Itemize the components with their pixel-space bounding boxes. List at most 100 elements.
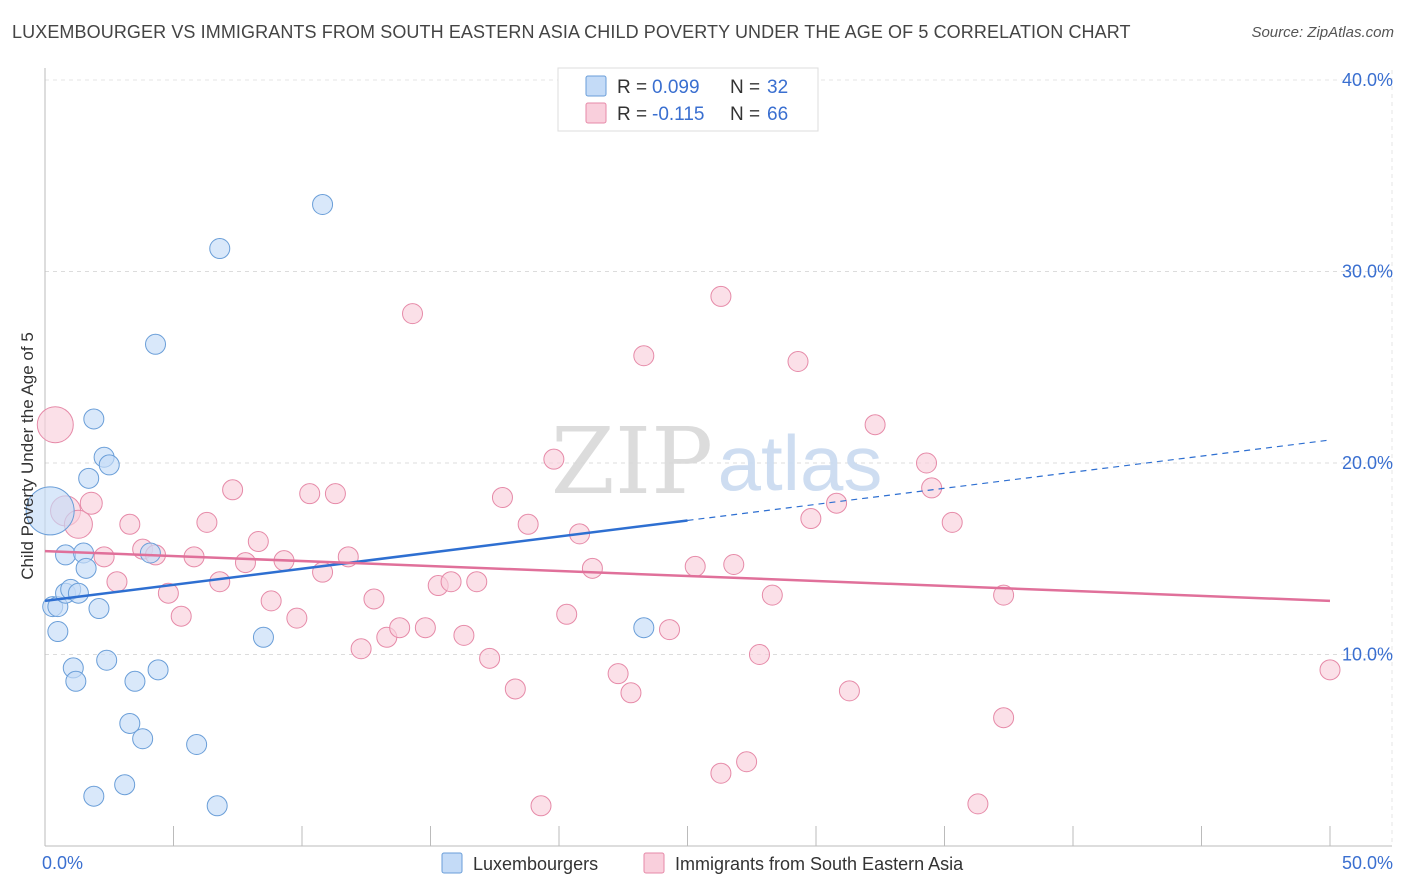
x-tick-label-0: 0.0% bbox=[42, 853, 83, 873]
legend-swatch-luxembourgers[interactable] bbox=[441, 852, 463, 874]
immigrant-point-37 bbox=[517, 513, 539, 535]
tick-labels: 10.0% 20.0% 30.0% 40.0% 0.0% 50.0% bbox=[42, 70, 1393, 873]
luxembourger-point-20 bbox=[119, 712, 141, 734]
immigrant-point-10 bbox=[170, 605, 192, 627]
immigrant-point-58 bbox=[864, 414, 886, 436]
immigrant-point-0 bbox=[36, 406, 74, 444]
immigrant-point-47 bbox=[684, 555, 706, 577]
immigrant-point-13 bbox=[209, 571, 231, 593]
luxembourger-point-22 bbox=[132, 728, 154, 750]
immigrant-point-4 bbox=[93, 546, 115, 568]
axes bbox=[44, 68, 1392, 847]
immigrant-point-6 bbox=[119, 513, 141, 535]
immigrant-point-59 bbox=[916, 452, 938, 474]
stats-n-value-1: 32 bbox=[767, 77, 788, 98]
immigrant-point-48 bbox=[710, 762, 732, 784]
luxembourger-point-11 bbox=[75, 557, 97, 579]
trend-extension-0 bbox=[687, 439, 1331, 522]
immigrant-point-52 bbox=[748, 644, 770, 665]
stats-r-value-1: 0.099 bbox=[652, 77, 700, 98]
grid-lines bbox=[45, 70, 1393, 846]
immigrant-point-44 bbox=[620, 682, 642, 704]
luxembourger-point-15 bbox=[88, 598, 110, 620]
immigrant-point-36 bbox=[504, 678, 526, 700]
immigrant-point-16 bbox=[247, 531, 269, 553]
luxembourger-point-28 bbox=[209, 238, 231, 260]
luxembourger-point-3 bbox=[47, 621, 69, 643]
legend-swatch-immigrants[interactable] bbox=[643, 852, 665, 874]
chart-title: LUXEMBOURGER VS IMMIGRANTS FROM SOUTH EA… bbox=[12, 22, 1131, 42]
legend-label-immigrants[interactable]: Immigrants from South Eastern Asia bbox=[675, 854, 964, 874]
stats-r-label-2: R = bbox=[617, 104, 647, 125]
luxembourger-point-31 bbox=[633, 617, 655, 639]
immigrant-point-33 bbox=[466, 571, 488, 593]
luxembourger-point-27 bbox=[206, 795, 228, 817]
immigrant-point-25 bbox=[363, 588, 385, 610]
luxembourger-point-18 bbox=[98, 454, 120, 476]
series-immigrants-sea bbox=[36, 285, 1341, 817]
x-tick-label-50: 50.0% bbox=[1342, 853, 1393, 873]
luxembourger-point-13 bbox=[83, 785, 105, 807]
immigrant-point-57 bbox=[838, 680, 860, 702]
immigrant-point-64 bbox=[993, 584, 1015, 606]
immigrant-point-54 bbox=[787, 351, 809, 373]
luxembourger-point-23 bbox=[139, 542, 161, 564]
immigrant-point-49 bbox=[710, 285, 732, 307]
immigrant-point-63 bbox=[993, 707, 1015, 729]
immigrant-point-22 bbox=[324, 483, 346, 505]
luxembourger-point-21 bbox=[124, 670, 146, 692]
immigrant-point-51 bbox=[736, 751, 758, 773]
immigrant-point-42 bbox=[581, 557, 603, 579]
stats-box: R = 0.099 N = 32 R = -0.115 N = 66 bbox=[557, 67, 819, 132]
immigrant-point-45 bbox=[633, 345, 655, 367]
luxembourger-point-9 bbox=[67, 582, 89, 604]
stats-r-label-1: R = bbox=[617, 77, 647, 98]
legend-label-luxembourgers[interactable]: Luxembourgers bbox=[473, 854, 598, 874]
immigrant-point-15 bbox=[234, 552, 256, 574]
immigrant-point-38 bbox=[530, 795, 552, 817]
immigrant-point-5 bbox=[106, 571, 128, 593]
luxembourger-point-26 bbox=[186, 734, 208, 756]
stats-swatch-luxembourgers bbox=[585, 75, 607, 97]
immigrant-point-65 bbox=[1319, 659, 1341, 681]
luxembourger-point-8 bbox=[65, 670, 87, 692]
immigrant-point-40 bbox=[556, 603, 578, 625]
y-tick-label-20: 20.0% bbox=[1342, 453, 1393, 473]
stats-n-label-2: N = bbox=[730, 104, 760, 125]
y-tick-label-10: 10.0% bbox=[1342, 645, 1393, 665]
watermark-zip: ZIP bbox=[551, 408, 713, 515]
trend-line-0 bbox=[44, 519, 688, 603]
luxembourger-point-30 bbox=[312, 193, 334, 215]
immigrant-point-31 bbox=[440, 571, 462, 593]
immigrant-point-24 bbox=[350, 638, 372, 660]
immigrant-point-55 bbox=[800, 508, 822, 530]
immigrant-point-50 bbox=[723, 553, 745, 575]
trend-line-1 bbox=[44, 549, 1331, 603]
luxembourger-point-29 bbox=[252, 626, 274, 648]
immigrant-point-35 bbox=[491, 486, 513, 508]
stats-n-value-2: 66 bbox=[767, 104, 788, 125]
immigrant-point-12 bbox=[196, 511, 218, 533]
immigrant-point-14 bbox=[222, 479, 244, 501]
immigrant-point-61 bbox=[941, 511, 963, 533]
immigrant-point-17 bbox=[260, 590, 282, 612]
luxembourger-point-19 bbox=[114, 774, 136, 796]
watermark-atlas: atlas bbox=[718, 419, 883, 507]
immigrant-point-29 bbox=[414, 617, 436, 639]
immigrant-point-60 bbox=[921, 477, 943, 499]
bottom-legend: Luxembourgers Immigrants from South East… bbox=[441, 852, 964, 874]
immigrant-point-9 bbox=[157, 582, 179, 604]
immigrant-point-32 bbox=[453, 624, 475, 646]
immigrant-point-39 bbox=[543, 448, 565, 470]
y-tick-label-40: 40.0% bbox=[1342, 70, 1393, 90]
luxembourger-point-24 bbox=[145, 333, 167, 355]
y-tick-label-30: 30.0% bbox=[1342, 262, 1393, 282]
stats-r-value-2: -0.115 bbox=[652, 104, 704, 125]
immigrant-point-62 bbox=[967, 793, 989, 815]
luxembourger-point-5 bbox=[55, 544, 77, 566]
luxembourger-point-14 bbox=[83, 408, 105, 430]
luxembourger-point-25 bbox=[147, 659, 169, 681]
immigrant-point-46 bbox=[659, 619, 681, 641]
immigrant-point-20 bbox=[299, 483, 321, 505]
